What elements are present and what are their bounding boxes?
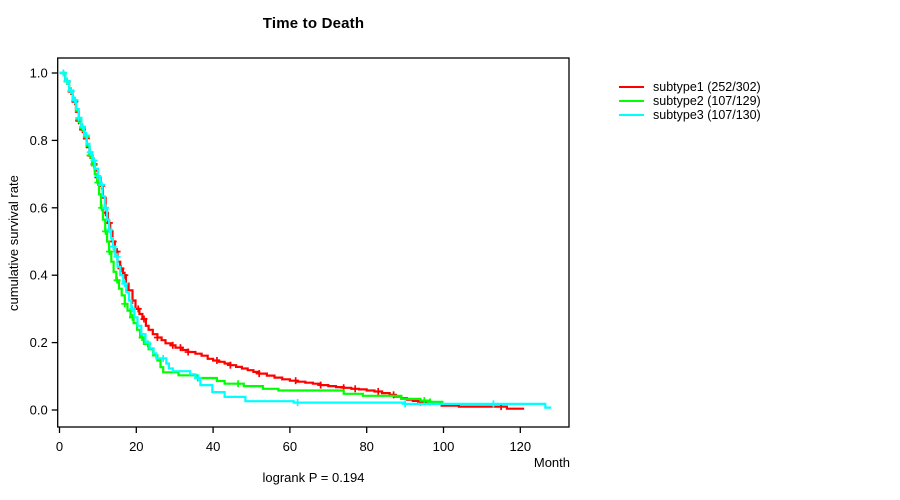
x-tick-label: 80 bbox=[359, 439, 373, 454]
legend-label-subtype1: subtype1 (252/302) bbox=[653, 80, 761, 94]
x-tick-label: 40 bbox=[206, 439, 220, 454]
x-tick-label: 0 bbox=[56, 439, 63, 454]
x-tick-label: 120 bbox=[509, 439, 531, 454]
x-tick-label: 60 bbox=[283, 439, 297, 454]
legend: subtype1 (252/302) subtype2 (107/129) su… bbox=[619, 80, 761, 122]
plot-box bbox=[57, 57, 570, 428]
legend-label-subtype2: subtype2 (107/129) bbox=[653, 94, 761, 108]
chart-title: Time to Death bbox=[262, 15, 365, 32]
x-tick-label: 100 bbox=[433, 439, 455, 454]
y-tick-label: 0.4 bbox=[30, 268, 48, 283]
y-tick-label: 1.0 bbox=[30, 66, 48, 81]
y-tick-label: 0.8 bbox=[30, 133, 48, 148]
legend-line-swatch-subtype2 bbox=[619, 100, 644, 102]
y-tick-label: 0.2 bbox=[30, 335, 48, 350]
y-tick-label: 0.0 bbox=[30, 403, 48, 418]
y-axis-label: cumulative survival rate bbox=[6, 175, 21, 311]
y-tick-label: 0.6 bbox=[30, 200, 48, 215]
x-tick-label: 20 bbox=[129, 439, 143, 454]
legend-item-subtype3: subtype3 (107/130) bbox=[619, 108, 761, 122]
x-axis-label: Month bbox=[533, 455, 570, 470]
logrank-pvalue: logrank P = 0.194 bbox=[262, 470, 365, 485]
survival-curve-subtype2 bbox=[59, 71, 444, 403]
legend-label-subtype3: subtype3 (107/130) bbox=[653, 108, 761, 122]
legend-item-subtype2: subtype2 (107/129) bbox=[619, 94, 761, 108]
legend-line-swatch-subtype1 bbox=[619, 86, 644, 88]
survival-curve-subtype3 bbox=[59, 71, 551, 409]
legend-line-swatch-subtype3 bbox=[619, 114, 644, 116]
survival-curve-subtype1 bbox=[59, 71, 525, 410]
legend-item-subtype1: subtype1 (252/302) bbox=[619, 80, 761, 94]
